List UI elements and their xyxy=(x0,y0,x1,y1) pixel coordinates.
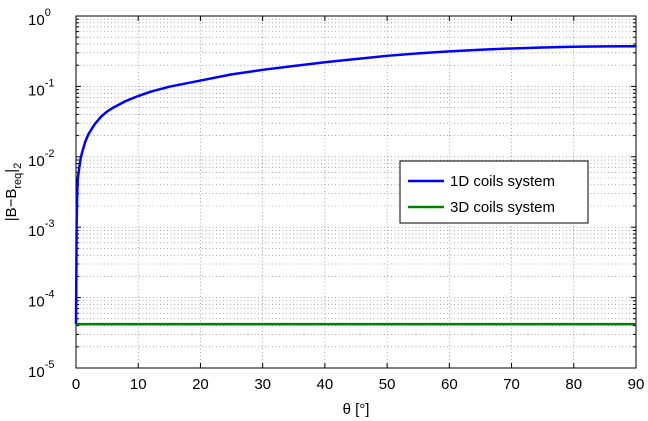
x-tick-label: 40 xyxy=(317,376,334,393)
y-tick-label: 10-5 xyxy=(28,359,54,381)
x-tick-label: 30 xyxy=(254,376,271,393)
y-axis-label-close: | xyxy=(3,169,20,173)
x-axis-label: θ [°] xyxy=(343,401,370,418)
y-tick-label-exponent: -1 xyxy=(45,77,55,89)
y-tick-label: 10-4 xyxy=(28,289,54,311)
legend-box xyxy=(399,160,589,224)
y-tick-label-exponent: -3 xyxy=(45,218,55,230)
x-tick-label: 80 xyxy=(565,376,582,393)
y-axis-label-subscript-req: req xyxy=(12,173,24,189)
y-tick-label-base: 10 xyxy=(28,153,45,170)
y-tick-label-base: 10 xyxy=(28,12,45,29)
y-tick-label-base: 10 xyxy=(28,294,45,311)
y-tick-label: 10-3 xyxy=(28,218,54,240)
x-tick-label: 50 xyxy=(379,376,396,393)
y-tick-label-exponent: -4 xyxy=(45,289,55,301)
x-tick-labels: 0 10 20 30 40 50 60 70 80 90 xyxy=(72,376,645,393)
y-axis-label-group: |B−Breq|2 xyxy=(3,163,24,222)
series-line-1d xyxy=(74,44,637,325)
x-tick-label: 10 xyxy=(130,376,147,393)
x-tick-label: 0 xyxy=(72,376,80,393)
axis-ticks xyxy=(75,15,637,369)
y-tick-label-base: 10 xyxy=(28,82,45,99)
y-axis-label: |B−Breq|2 xyxy=(3,163,24,222)
legend: 1D coils system 3D coils system xyxy=(399,160,589,224)
y-tick-label: 10-2 xyxy=(28,148,54,170)
y-axis-label-base: |B−B xyxy=(3,189,20,222)
y-tick-label-base: 10 xyxy=(28,223,45,240)
y-tick-label-exponent: 0 xyxy=(45,7,51,19)
y-tick-label-base: 10 xyxy=(28,364,45,381)
y-tick-label: 100 xyxy=(28,7,51,29)
series-lines xyxy=(74,44,637,326)
legend-label-1d: 1D coils system xyxy=(450,173,555,190)
legend-label-3d: 3D coils system xyxy=(450,199,555,216)
y-tick-label-exponent: -2 xyxy=(45,148,55,160)
y-tick-label-exponent: -5 xyxy=(45,359,55,371)
y-axis-label-subscript-2: 2 xyxy=(12,163,24,169)
x-tick-label: 70 xyxy=(503,376,520,393)
x-tick-label: 90 xyxy=(628,376,645,393)
x-tick-label: 60 xyxy=(441,376,458,393)
x-tick-label: 20 xyxy=(192,376,209,393)
y-tick-label: 10-1 xyxy=(28,77,54,99)
